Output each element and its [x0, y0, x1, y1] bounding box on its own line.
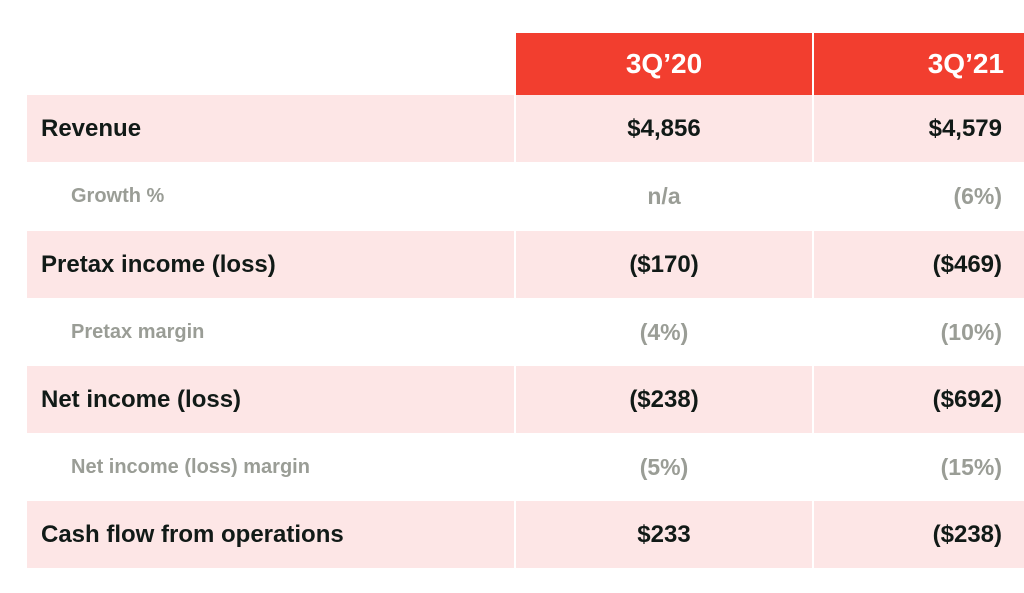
- table-header: 3Q’20 3Q’21: [0, 33, 1024, 95]
- value-3q20: ($170): [516, 231, 812, 298]
- value-3q21: ($469): [814, 231, 1024, 298]
- table-row-revenue: Revenue $4,856 $4,579: [27, 95, 1024, 162]
- row-label: Pretax margin: [71, 321, 205, 343]
- table-row-cash-flow: Cash flow from operations $233 ($238): [27, 501, 1024, 568]
- row-label: Revenue: [27, 95, 514, 162]
- table-row-net-income: Net income (loss) ($238) ($692): [27, 366, 1024, 433]
- value-3q20: ($238): [516, 366, 812, 433]
- value-3q21: (6%): [953, 183, 1002, 209]
- row-label: Pretax income (loss): [27, 231, 514, 298]
- value-3q21: ($692): [814, 366, 1024, 433]
- row-label: Growth %: [71, 185, 165, 207]
- value-3q20: (4%): [639, 319, 689, 345]
- value-3q21: ($238): [814, 501, 1024, 568]
- value-3q21: (15%): [940, 454, 1002, 480]
- column-header-3q20: 3Q’20: [516, 33, 812, 95]
- value-3q20: $4,856: [516, 95, 812, 162]
- table-row-pretax-margin: Pretax margin (4%) (10%): [27, 299, 1024, 366]
- value-3q20: n/a: [647, 183, 681, 209]
- row-label: Net income (loss): [27, 366, 514, 433]
- value-3q20: $233: [516, 501, 812, 568]
- row-label: Net income (loss) margin: [71, 456, 310, 478]
- column-header-3q21: 3Q’21: [814, 33, 1024, 95]
- value-3q20: (5%): [639, 454, 689, 480]
- table-row-net-income-margin: Net income (loss) margin (5%) (15%): [27, 434, 1024, 501]
- row-label: Cash flow from operations: [27, 501, 514, 568]
- value-3q21: $4,579: [814, 95, 1024, 162]
- table-row-pretax-income: Pretax income (loss) ($170) ($469): [27, 231, 1024, 298]
- table-row-growth: Growth % n/a (6%): [27, 163, 1024, 230]
- value-3q21: (10%): [940, 319, 1002, 345]
